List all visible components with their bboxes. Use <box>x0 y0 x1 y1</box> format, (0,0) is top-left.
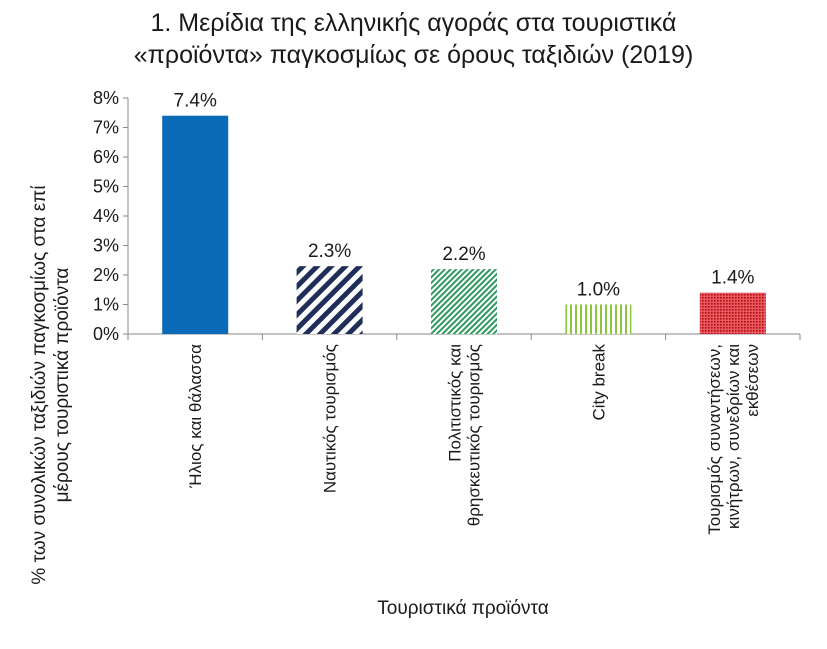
y-tick-label: 7% <box>93 118 119 138</box>
chart-title-line-1: 1. Μερίδια της ελληνικής αγοράς στα τουρ… <box>150 9 677 37</box>
category-label: Ναυτικός τουρισμός <box>321 344 340 493</box>
x-axis-title: Τουριστικά προϊόντα <box>377 598 548 619</box>
y-tick-label: 0% <box>93 324 119 344</box>
category-labels: Ήλιος και θάλασσα Ναυτικός τουρισμός Πολιτ… <box>186 344 762 535</box>
y-axis-title: % των συνολικών ταξιδιών παγκοσμίως στα … <box>29 185 73 585</box>
data-label: 2.3% <box>308 241 351 262</box>
category-label: Πολιτιστικός και θρησκευτικός τουρισμός <box>446 344 484 526</box>
category-label-line: κινήτρων, συνεδρίων και <box>724 344 743 529</box>
category-label-line: Πολιτιστικός και <box>446 344 465 462</box>
bar <box>565 304 632 334</box>
category-label-line: Ναυτικός τουρισμός <box>321 344 340 493</box>
axes: 0% 1% 2% 3% 4% 5% 6% 7% 8% <box>93 88 801 344</box>
category-label-line: θρησκευτικός τουρισμός <box>465 344 484 526</box>
category-label-line: City break <box>589 344 608 421</box>
bar <box>431 269 497 334</box>
category-label-line: εκθέσεων <box>743 344 762 417</box>
y-tick-label: 1% <box>93 295 119 315</box>
data-labels: 7.4% 2.3% 2.2% 1.0% 1.4% <box>174 91 755 301</box>
category-label: Ήλιος και θάλασσα <box>186 344 205 489</box>
bar <box>699 292 766 334</box>
y-tick-label: 6% <box>93 147 119 167</box>
bars <box>162 115 766 334</box>
bar <box>296 266 363 334</box>
data-label: 1.0% <box>577 280 620 301</box>
category-label-line: Τουρισμός συναντήσεων, <box>705 344 724 535</box>
category-label: Τουρισμός συναντήσεων, κινήτρων, συνεδρίω… <box>705 344 762 535</box>
chart-title-line-2: «προϊόντα» παγκοσμίως σε όρους ταξιδιών … <box>133 41 694 69</box>
y-axis-title-line: % των συνολικών ταξιδιών παγκοσμίως στα … <box>29 185 50 585</box>
data-label: 1.4% <box>711 268 754 289</box>
bar <box>162 115 229 334</box>
data-label: 2.2% <box>442 244 485 265</box>
category-label: City break <box>589 344 608 421</box>
y-axis-title-line: μέρους τουριστικά προϊόντα <box>52 268 73 503</box>
y-tick-label: 5% <box>93 177 119 197</box>
y-tick-label: 4% <box>93 206 119 226</box>
y-axis-title-group: % των συνολικών ταξιδιών παγκοσμίως στα … <box>29 185 73 585</box>
y-tick-label: 3% <box>93 236 119 256</box>
data-label: 7.4% <box>174 91 217 112</box>
category-label-line: Ήλιος και θάλασσα <box>186 344 205 489</box>
y-tick-label: 2% <box>93 265 119 285</box>
y-tick-label: 8% <box>93 88 119 108</box>
